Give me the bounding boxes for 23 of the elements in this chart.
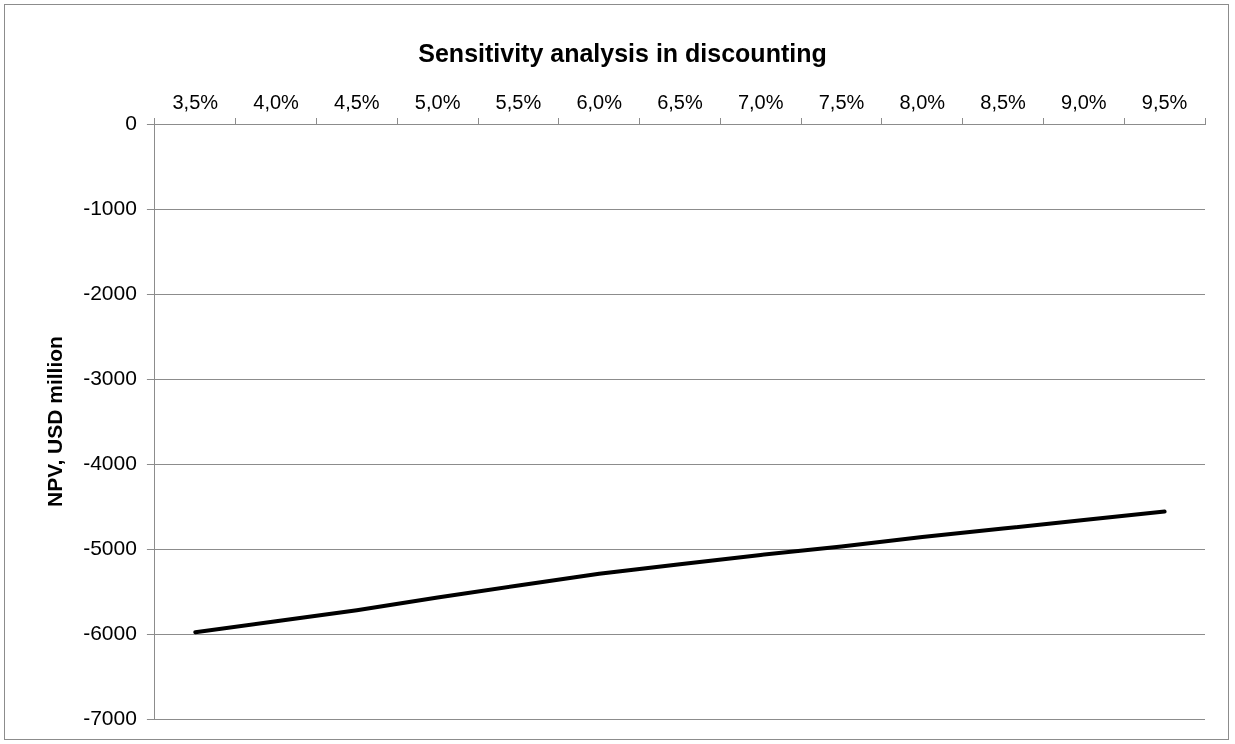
x-tick-label: 7,0% (737, 90, 784, 113)
y-tick-label: -4000 (83, 450, 137, 474)
x-tick-label: 5,5% (495, 90, 542, 113)
chart-title: Sensitivity analysis in discounting (418, 38, 827, 67)
y-tick-label: -2000 (83, 280, 137, 304)
x-tick-label: 7,5% (818, 90, 865, 113)
x-tick-label: 9,0% (1061, 90, 1107, 113)
x-tick-label: 6,0% (576, 90, 623, 113)
x-tick-label: 5,0% (414, 90, 461, 113)
x-tick-label: 8,0% (899, 90, 946, 113)
x-tick-label: 4,5% (334, 90, 380, 113)
y-tick-label: -1000 (83, 195, 137, 219)
x-tick-label: 8,5% (980, 90, 1027, 113)
y-tick-label: -3000 (83, 365, 137, 389)
y-tick-label: -5000 (83, 535, 137, 559)
y-axis-title: NPV, USD million (43, 336, 67, 507)
x-tick-label: 3,5% (172, 90, 219, 113)
x-tick-label: 9,5% (1141, 90, 1188, 113)
y-tick-label: 0 (125, 110, 137, 134)
x-tick-label: 6,5% (657, 90, 703, 113)
y-tick-label: -6000 (83, 620, 137, 644)
y-tick-label: -7000 (83, 705, 137, 729)
x-tick-label: 4,0% (253, 90, 300, 113)
